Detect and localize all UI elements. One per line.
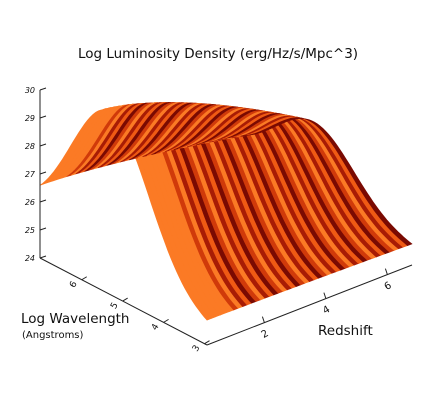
- x-tick-mark: [163, 318, 169, 323]
- y-axis-line: [206, 264, 413, 346]
- z-tick-mark: [39, 171, 47, 175]
- y-tick-mark: [261, 316, 265, 323]
- y-axis-label: Redshift: [318, 323, 373, 339]
- z-tick-label: 29: [25, 114, 35, 123]
- x-axis-sublabel: (Angstroms): [22, 330, 84, 341]
- z-tick-label: 30: [25, 86, 35, 95]
- x-tick-label: 4: [150, 322, 162, 332]
- x-tick-label: 6: [68, 280, 80, 290]
- surface: [39, 102, 413, 321]
- z-tick-mark: [39, 199, 47, 203]
- z-tick-mark: [39, 255, 47, 259]
- x-tick-mark: [81, 276, 88, 281]
- y-tick-label: 6: [383, 280, 394, 293]
- chart-title: Log Luminosity Density (erg/Hz/s/Mpc^3): [77, 46, 359, 62]
- x-axis-line: [39, 257, 208, 346]
- x-tick-mark: [204, 340, 210, 345]
- z-tick-mark: [39, 115, 47, 119]
- y-tick-mark: [384, 268, 388, 275]
- z-tick-label: 27: [25, 170, 36, 179]
- z-tick-mark: [39, 227, 47, 231]
- y-tick-label: 2: [260, 328, 271, 341]
- x-tick-mark: [122, 297, 128, 302]
- x-axis-label: Log Wavelength: [21, 311, 130, 327]
- z-tick-mark: [39, 143, 47, 147]
- x-tick-label: 5: [109, 301, 121, 311]
- surface-strip: [240, 117, 413, 246]
- z-tick-label: 26: [25, 198, 35, 207]
- z-tick-label: 28: [25, 142, 35, 151]
- x-tick-label: 3: [191, 344, 203, 354]
- y-tick-label: 4: [321, 304, 332, 317]
- y-tick-mark: [323, 292, 327, 299]
- z-tick-mark: [39, 87, 47, 91]
- z-tick-label: 24: [25, 254, 35, 263]
- z-tick-label: 25: [25, 226, 35, 235]
